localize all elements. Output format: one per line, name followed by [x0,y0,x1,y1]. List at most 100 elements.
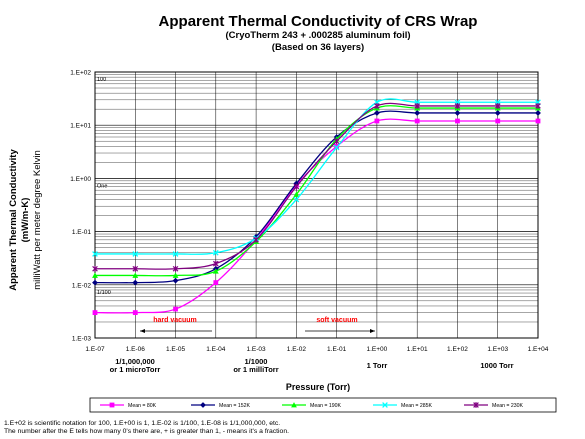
data-point [293,196,300,203]
data-point [454,103,461,109]
data-point [172,277,179,284]
legend-item: Mean = 190K [282,402,342,409]
series-line [95,105,538,277]
data-point [414,118,420,124]
hard-vacuum-label: hard vacuum [153,317,197,324]
y-tick-label: 1.E-03 [72,336,92,343]
data-point [334,143,340,149]
data-point [132,272,139,278]
data-point [132,265,139,272]
x-tick-label: 1.E-01 [327,346,347,353]
chart-subtitle-2: (Based on 36 layers) [272,42,364,53]
data-point [374,118,380,124]
legend-label: Mean = 285K [401,403,433,409]
x-tick-label: 1.E-03 [247,346,267,353]
y-axis-label-2: (mW/m-K) [20,198,31,243]
legend-item: Mean = 230K [464,402,524,409]
data-point [495,118,501,124]
data-point [132,251,139,257]
inner-label: 1/100 [97,290,111,296]
series-5 [92,102,541,272]
data-point [92,265,98,272]
data-point [535,110,541,116]
y-tick-label: 1.E-02 [72,282,92,289]
data-point [414,110,421,116]
x-tick-label: 1.E+03 [487,346,508,353]
data-point [374,110,380,116]
y-tick-label: 1.E-01 [72,229,92,236]
data-point [414,103,421,109]
data-point [212,249,219,256]
legend: Mean = 80K Mean = 152K Mean = 190K Mean = 2… [100,402,524,409]
x-tick-label: 1.E-06 [126,346,146,353]
x-tick-label: 1.E+00 [367,346,388,353]
x-tick-label: 1.E-05 [166,346,186,353]
axis-ticks: 1.E-07 1.E-06 1.E-05 1.E-04 1.E-03 1.E-02 1.E-… [70,70,549,354]
series-line [94,98,538,255]
series-group [92,98,541,316]
legend-label: Mean = 80K [128,403,157,409]
y-axis-label-3: milliWatt per meter degree Kelvin [32,150,43,290]
legend-label: Mean = 152K [219,403,251,409]
x-tick-label: 1.E+01 [407,346,428,353]
below-label-millitorr-2: or 1 milliTorr [233,365,278,374]
y-axis-label-1: Apparent Thermal Conductivity [8,149,19,291]
inner-labels: 100 One 1/100 [97,77,111,296]
x-tick-label: 1.E+04 [528,346,549,353]
data-point [535,118,541,124]
legend-item: Mean = 152K [191,402,251,409]
data-point [212,268,219,274]
legend-item: Mean = 80K [100,402,157,409]
data-point [92,251,98,257]
legend-swatch-marker [382,402,388,408]
below-label-1000-torr: 1000 Torr [480,361,513,370]
chart-title: Apparent Thermal Conductivity of CRS Wra… [159,13,478,30]
data-point [172,265,179,272]
x-tick-label: 1.E-02 [287,346,307,353]
x-tick-label: 1.E-04 [206,346,226,353]
y-tick-label: 1.E+02 [70,70,91,77]
y-tick-label: 1.E+00 [70,176,91,183]
data-point [455,118,460,124]
soft-vacuum-label: soft vacuum [316,317,357,324]
soft-vacuum-arrowhead [370,329,375,333]
data-point [454,110,461,116]
hard-vacuum-arrowhead [140,329,145,333]
below-label-microtorr-1: 1/1,000,000 [115,357,155,366]
series-4 [92,98,541,257]
series-line [94,118,538,314]
legend-swatch-marker [109,402,115,408]
legend-swatch-marker [200,402,206,408]
grid [94,72,539,339]
below-label-1-torr: 1 Torr [367,361,388,370]
data-point [535,103,541,109]
legend-swatch-marker [291,402,297,408]
below-label-millitorr-1: 1/1000 [245,357,268,366]
data-point [374,103,380,109]
data-point [92,272,98,278]
legend-box [89,397,557,413]
footnote-2: The number after the E tells how many 0'… [4,428,289,435]
legend-label: Mean = 230K [492,403,524,409]
data-point [253,236,259,243]
data-point [333,138,340,145]
data-point [494,110,501,116]
x-tick-label: 1.E+02 [447,346,468,353]
x-tick-label: 1.E-07 [85,346,105,353]
series-2 [92,110,541,286]
series-line [94,102,538,270]
data-point [494,103,501,109]
data-point [132,279,139,286]
inner-label: 100 [97,77,106,83]
x-axis-label: Pressure (Torr) [286,382,350,392]
plot-frame [94,71,539,339]
data-point [92,279,98,286]
chart-subtitle-1: (CryoTherm 243 + .000285 aluminum foil) [225,30,410,41]
footnote-1: 1.E+02 is scientific notation for 100, 1… [4,420,280,427]
data-point [172,272,179,278]
data-point [212,260,219,267]
legend-swatch-marker [473,402,479,408]
y-tick-label: 1.E+01 [70,123,91,130]
series-3 [92,105,541,278]
